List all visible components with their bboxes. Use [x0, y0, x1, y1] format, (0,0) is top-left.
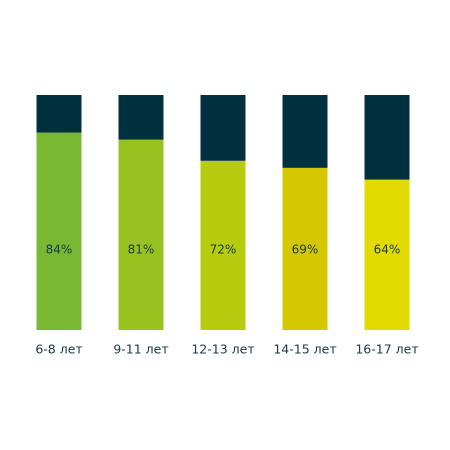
bar-segment	[282, 167, 328, 330]
x-tick-label: 9-11 лет	[113, 342, 168, 357]
bar-segment	[282, 95, 328, 168]
x-tick-label: 16-17 лет	[355, 342, 418, 357]
bar-segment	[118, 95, 164, 140]
value-label: 69%	[292, 243, 319, 257]
bar-segment	[36, 132, 82, 330]
value-label: 72%	[210, 243, 237, 257]
x-tick-label: 6-8 лет	[35, 342, 82, 357]
bar-segment	[200, 160, 246, 330]
bar-segment	[364, 179, 410, 330]
value-label: 81%	[128, 243, 155, 257]
bar-segment	[200, 95, 246, 161]
bar-segment	[118, 139, 164, 330]
value-label: 64%	[374, 243, 401, 257]
x-tick-label: 12-13 лет	[191, 342, 254, 357]
value-label: 84%	[46, 243, 73, 257]
x-tick-label: 14-15 лет	[273, 342, 336, 357]
bar-segment	[36, 95, 82, 133]
bar-segment	[364, 95, 410, 180]
